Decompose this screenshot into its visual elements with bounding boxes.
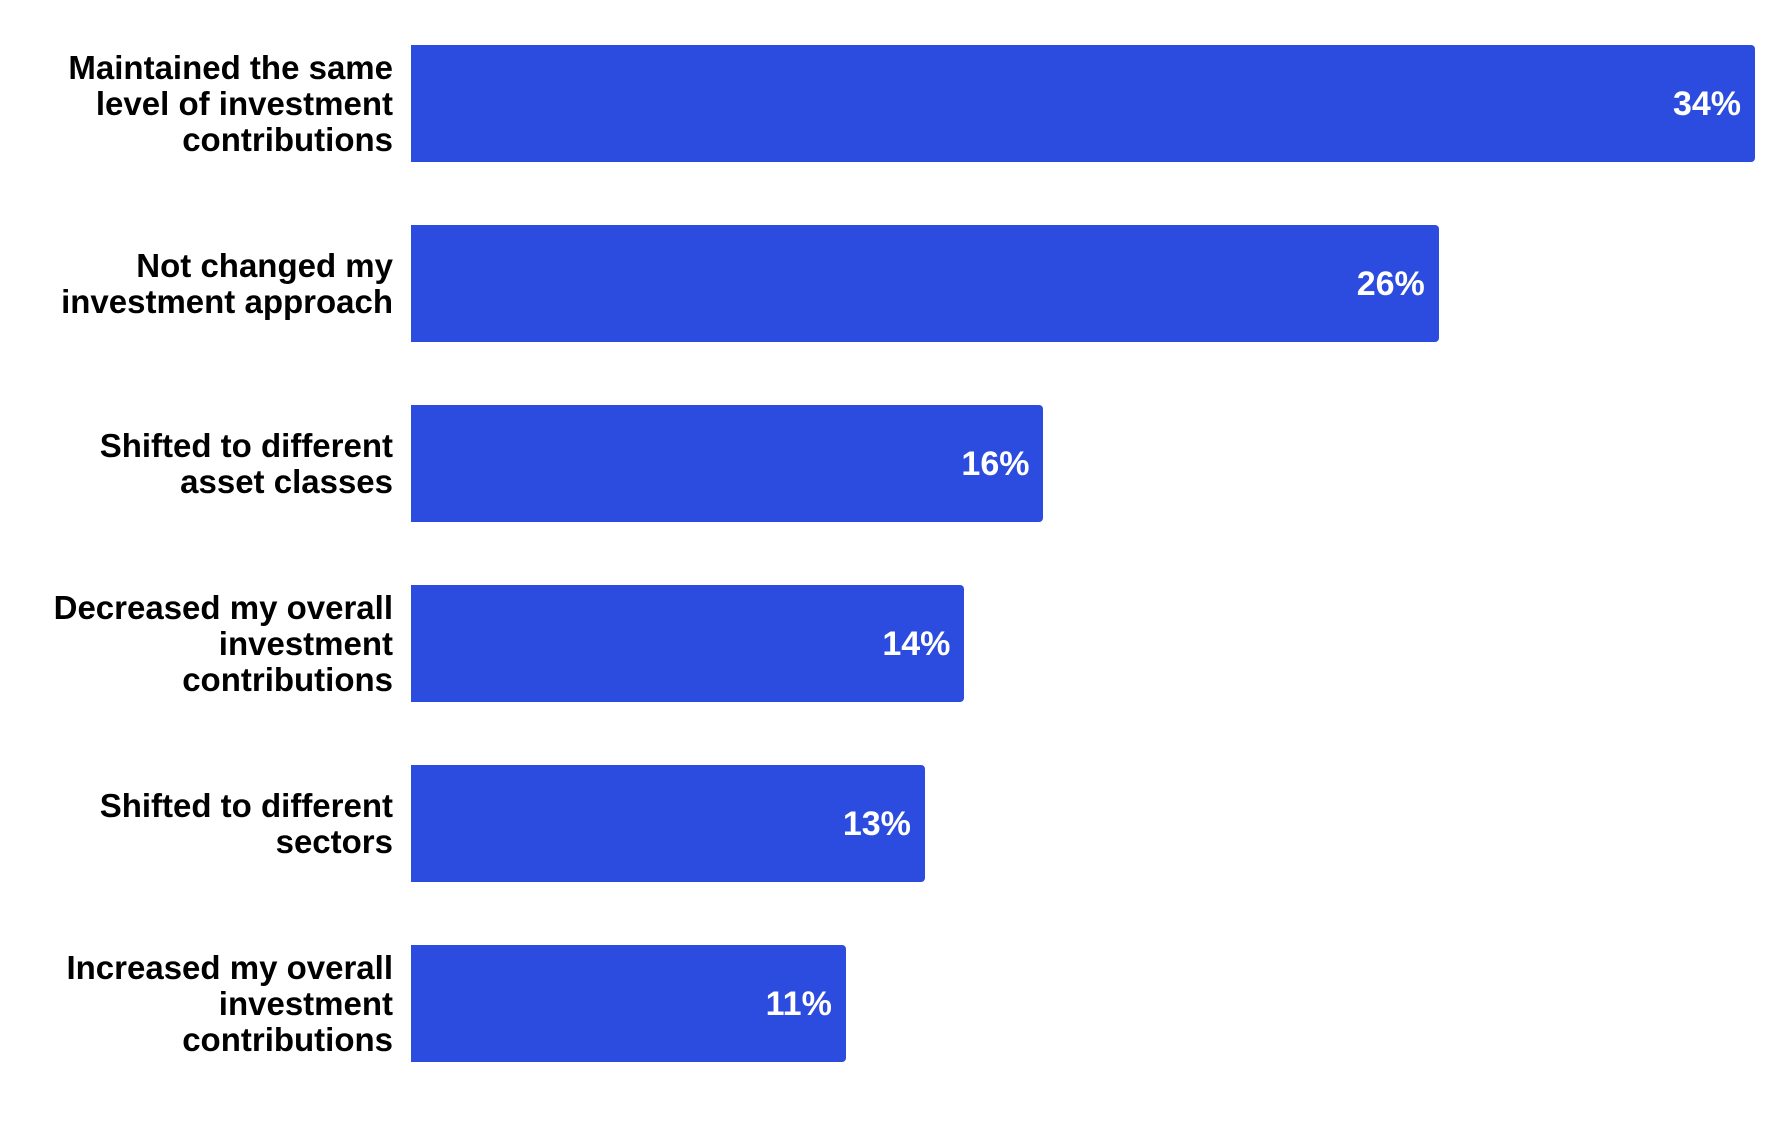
bar	[411, 945, 846, 1062]
bar	[411, 585, 965, 702]
category-label: Shifted to different sectors	[99, 786, 393, 860]
bar	[411, 405, 1044, 522]
category-label: Decreased my overall investment contribu…	[53, 588, 393, 698]
value-label: 11%	[765, 984, 832, 1023]
bar	[411, 765, 925, 882]
value-label: 26%	[1356, 264, 1425, 303]
category-label: Increased my overall investment contribu…	[66, 948, 393, 1058]
bar	[411, 45, 1755, 162]
category-label: Not changed my investment approach	[61, 246, 393, 320]
value-label: 34%	[1672, 84, 1741, 123]
value-label: 13%	[842, 804, 911, 843]
value-label: 14%	[882, 624, 951, 663]
value-label: 16%	[961, 444, 1030, 483]
category-label: Maintained the same level of investment …	[68, 48, 393, 158]
bar	[411, 225, 1439, 342]
category-label: Shifted to different asset classes	[99, 426, 393, 500]
